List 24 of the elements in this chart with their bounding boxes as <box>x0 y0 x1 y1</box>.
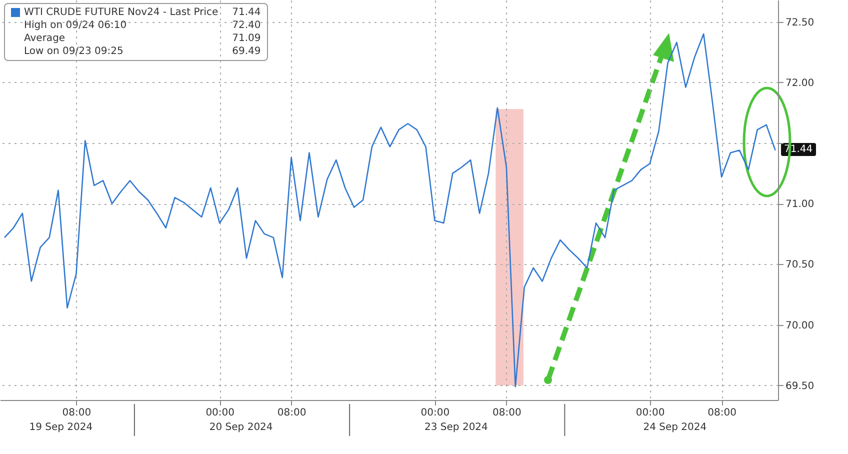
line-series <box>4 33 776 388</box>
x-tick-label: 08:00 <box>62 408 92 418</box>
y-tick-label: 70.50 <box>786 260 814 271</box>
x-tick-label: 00:00 <box>420 408 450 418</box>
annotation: Average <box>23 32 66 45</box>
text: 23 Sep 2024 <box>424 422 488 433</box>
text: 24 Sep 2024 <box>643 422 707 433</box>
y-tick-label: 70.00 <box>786 320 814 332</box>
x-tick-label: 08:00 <box>708 408 736 418</box>
text: 19 Sep 2024 <box>29 422 93 433</box>
x-tick-label: 08:00 <box>277 408 306 418</box>
annotation: Low on 09/23 09:25 <box>23 45 124 58</box>
y-tick-label: 72.00 <box>786 78 814 89</box>
y-tick-label: 72.50 <box>786 17 814 28</box>
y-tick-label: 71.00 <box>786 199 814 210</box>
annotation: 69.49 <box>232 45 261 58</box>
annotation: 71.09 <box>232 32 261 45</box>
x-tick-label: 08:00 <box>492 408 522 418</box>
x-tick-label: 00:00 <box>636 408 665 418</box>
y-tick-label: 69.50 <box>786 380 814 392</box>
annotation: 71.44 <box>232 6 261 19</box>
text: 20 Sep 2024 <box>209 422 273 433</box>
x-tick-label: 00:00 <box>206 408 235 418</box>
legend-label: WTI CRUDE FUTURE Nov24 - Last Price <box>23 6 218 19</box>
